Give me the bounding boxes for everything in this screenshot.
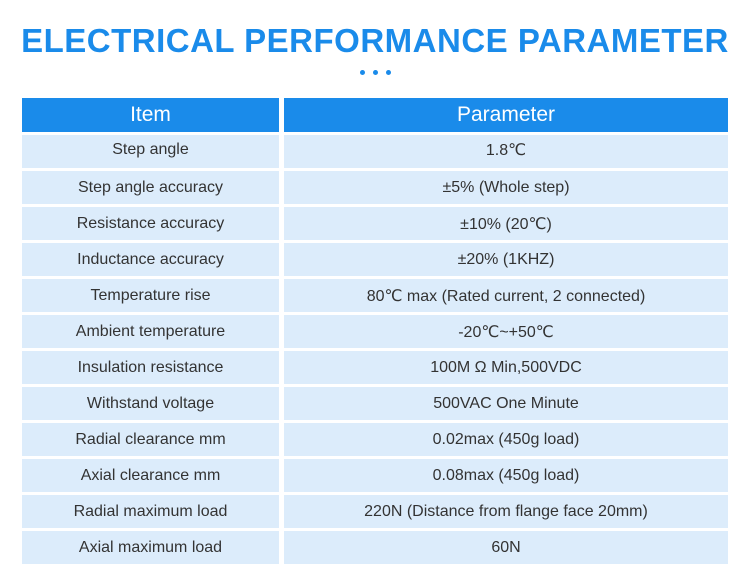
- item-cell: Insulation resistance: [22, 351, 279, 384]
- table-row: Temperature rise 80℃ max (Rated current, …: [22, 279, 728, 312]
- table-row: Insulation resistance 100M Ω Min,500VDC: [22, 351, 728, 384]
- item-cell: Radial maximum load: [22, 495, 279, 528]
- parameter-cell: ±10% (20℃): [284, 207, 728, 240]
- table-row: Step angle 1.8℃: [22, 135, 728, 168]
- page-title: ELECTRICAL PERFORMANCE PARAMETER: [21, 22, 729, 59]
- parameter-table: Item Parameter Step angle 1.8℃ Step angle …: [22, 98, 728, 567]
- table-row: Step angle accuracy ±5% (Whole step): [22, 171, 728, 204]
- table-header-row: Item Parameter: [22, 98, 728, 132]
- header-parameter: Parameter: [284, 98, 728, 132]
- item-cell: Radial clearance mm: [22, 423, 279, 456]
- parameter-cell: ±5% (Whole step): [284, 171, 728, 204]
- dot-1: [359, 70, 365, 75]
- parameter-cell: -20℃~+50℃: [284, 315, 728, 348]
- item-cell: Resistance accuracy: [22, 207, 279, 240]
- parameter-cell: 100M Ω Min,500VDC: [284, 351, 728, 384]
- header-item: Item: [22, 98, 279, 132]
- item-cell: Withstand voltage: [22, 387, 279, 420]
- table-row: Radial maximum load 220N (Distance from f…: [22, 495, 728, 528]
- table-row: Axial clearance mm 0.08max (450g load): [22, 459, 728, 492]
- parameter-cell: 1.8℃: [284, 135, 728, 168]
- table-row: Ambient temperature -20℃~+50℃: [22, 315, 728, 348]
- parameter-cell: 220N (Distance from flange face 20mm): [284, 495, 728, 528]
- item-cell: Step angle accuracy: [22, 171, 279, 204]
- parameter-cell: ±20% (1KHZ): [284, 243, 728, 276]
- parameter-cell: 0.08max (450g load): [284, 459, 728, 492]
- table-row: Radial clearance mm 0.02max (450g load): [22, 423, 728, 456]
- item-cell: Inductance accuracy: [22, 243, 279, 276]
- parameter-cell: 60N: [284, 531, 728, 564]
- item-cell: Axial clearance mm: [22, 459, 279, 492]
- dot-2: [372, 70, 378, 75]
- table-row: Withstand voltage 500VAC One Minute: [22, 387, 728, 420]
- table-row: Resistance accuracy ±10% (20℃): [22, 207, 728, 240]
- parameter-cell: 500VAC One Minute: [284, 387, 728, 420]
- title-dots: [0, 70, 750, 75]
- dot-3: [385, 70, 391, 75]
- table-row: Inductance accuracy ±20% (1KHZ): [22, 243, 728, 276]
- item-cell: Axial maximum load: [22, 531, 279, 564]
- parameter-cell: 80℃ max (Rated current, 2 connected): [284, 279, 728, 312]
- table-row: Axial maximum load 60N: [22, 531, 728, 564]
- item-cell: Ambient temperature: [22, 315, 279, 348]
- item-cell: Temperature rise: [22, 279, 279, 312]
- item-cell: Step angle: [22, 135, 279, 168]
- parameter-cell: 0.02max (450g load): [284, 423, 728, 456]
- table-body: Step angle 1.8℃ Step angle accuracy ±5% (Wh…: [22, 135, 728, 564]
